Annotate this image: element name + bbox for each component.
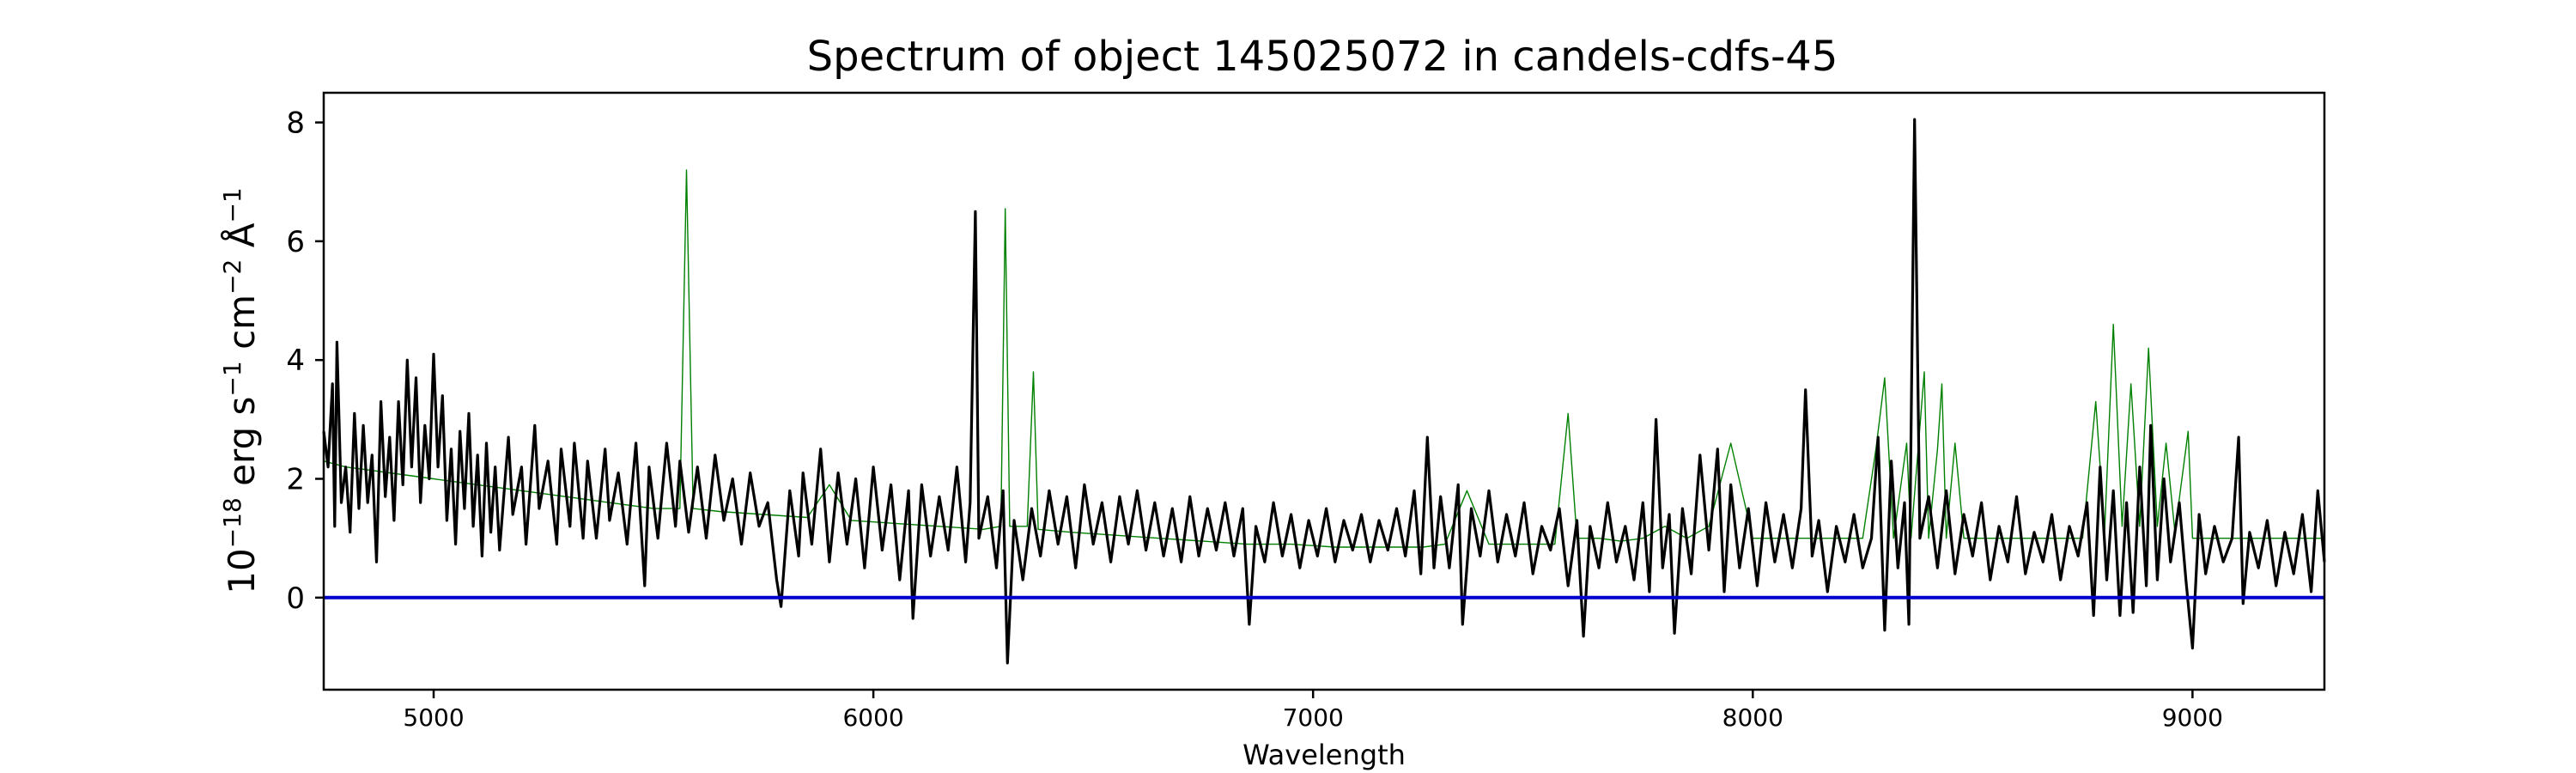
y-tick-label: 2 [286,463,305,497]
y-axis-ticks: 0 2 4 6 8 [286,107,324,616]
plot-frame [322,91,2326,691]
chart-title: Spectrum of object 145025072 in candels-… [807,33,1838,81]
series-observed-line [322,118,2326,665]
series-model-line [323,169,2324,548]
y-tick-label: 4 [286,344,305,378]
plot-area [322,118,2326,665]
x-tick-label: 9000 [2162,703,2223,732]
x-axis-label: Wavelength [1242,739,1406,771]
x-tick-label: 5000 [403,703,464,732]
x-axis-ticks: 5000 6000 7000 8000 9000 [403,690,2223,732]
x-tick-label: 6000 [842,703,903,732]
x-tick-label: 7000 [1283,703,1344,732]
y-tick-label: 0 [286,581,305,616]
y-tick-label: 8 [286,107,305,141]
x-tick-label: 8000 [1722,703,1783,732]
y-tick-label: 6 [286,225,305,259]
y-axis-label: 10−18 erg s−1 cm−2 Å−1 [218,187,264,593]
